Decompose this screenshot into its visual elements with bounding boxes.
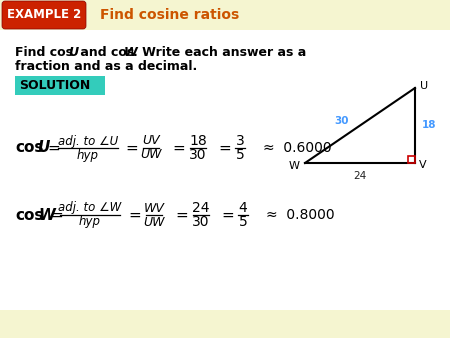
Text: hyp: hyp bbox=[77, 148, 99, 162]
Text: =: = bbox=[47, 141, 60, 155]
Bar bbox=[408, 156, 415, 163]
Text: 30: 30 bbox=[189, 148, 207, 162]
Text: Find cosine ratios: Find cosine ratios bbox=[100, 8, 239, 22]
Text: =: = bbox=[175, 208, 188, 222]
Text: U: U bbox=[68, 46, 78, 58]
Text: W: W bbox=[38, 208, 55, 222]
Text: fraction and as a decimal.: fraction and as a decimal. bbox=[15, 59, 197, 72]
Text: W: W bbox=[124, 46, 138, 58]
Text: WV: WV bbox=[144, 201, 164, 215]
Text: 30: 30 bbox=[192, 215, 210, 229]
Text: 5: 5 bbox=[238, 215, 248, 229]
Text: V: V bbox=[419, 160, 427, 170]
Text: =: = bbox=[50, 208, 63, 222]
Text: 18: 18 bbox=[189, 134, 207, 148]
Bar bbox=[0, 30, 450, 310]
Text: =: = bbox=[128, 208, 141, 222]
Bar bbox=[0, 0, 450, 30]
Text: =: = bbox=[125, 141, 138, 155]
Text: . Write each answer as a: . Write each answer as a bbox=[133, 46, 306, 58]
Text: 5: 5 bbox=[236, 148, 244, 162]
Text: UV: UV bbox=[142, 135, 160, 147]
Text: adj. to ∠W: adj. to ∠W bbox=[58, 201, 122, 215]
Bar bbox=[15, 76, 105, 95]
Text: 30: 30 bbox=[335, 117, 349, 126]
Text: ≈  0.6000: ≈ 0.6000 bbox=[263, 141, 332, 155]
Text: 24: 24 bbox=[353, 171, 367, 181]
Text: 4: 4 bbox=[238, 201, 248, 215]
Text: cos: cos bbox=[15, 141, 43, 155]
Text: U: U bbox=[38, 141, 50, 155]
Text: UW: UW bbox=[140, 148, 162, 162]
Text: =: = bbox=[221, 208, 234, 222]
Text: adj. to ∠U: adj. to ∠U bbox=[58, 135, 118, 147]
Text: and cos: and cos bbox=[76, 46, 139, 58]
Text: Find cos: Find cos bbox=[15, 46, 77, 58]
Text: =: = bbox=[172, 141, 185, 155]
FancyBboxPatch shape bbox=[2, 1, 86, 29]
Text: hyp: hyp bbox=[79, 216, 101, 228]
Text: ≈  0.8000: ≈ 0.8000 bbox=[266, 208, 335, 222]
Text: =: = bbox=[218, 141, 231, 155]
Text: 18: 18 bbox=[422, 121, 436, 130]
Text: EXAMPLE 2: EXAMPLE 2 bbox=[7, 8, 81, 22]
Text: cos: cos bbox=[15, 208, 43, 222]
Text: 24: 24 bbox=[192, 201, 210, 215]
Text: U: U bbox=[420, 81, 428, 91]
Text: W: W bbox=[289, 161, 300, 171]
Text: 3: 3 bbox=[236, 134, 244, 148]
Text: SOLUTION: SOLUTION bbox=[19, 79, 90, 92]
Bar bbox=[0, 310, 450, 338]
Text: UW: UW bbox=[143, 216, 165, 228]
